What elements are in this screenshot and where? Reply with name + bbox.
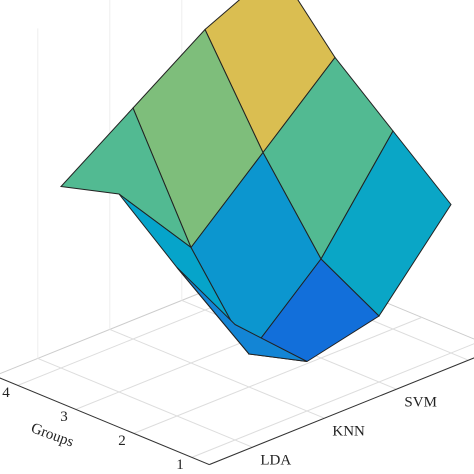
y-axis-label: Groups [29,420,76,450]
x-axis [209,357,474,466]
y-tick-label: 4 [2,385,10,401]
y-tick-label: 3 [60,409,68,425]
y-axis [0,377,210,466]
grid-line [133,316,422,434]
y-tick-label: 2 [118,433,126,449]
grid-line [109,328,325,419]
x-tick-label: LDA [260,453,291,469]
y-tick-label: 1 [176,457,184,473]
x-tick-label: SVM [404,395,437,411]
surface-patch [176,267,308,362]
x-tick-label: KNN [332,424,365,440]
grid-line [191,343,474,458]
grid-line [37,357,253,448]
